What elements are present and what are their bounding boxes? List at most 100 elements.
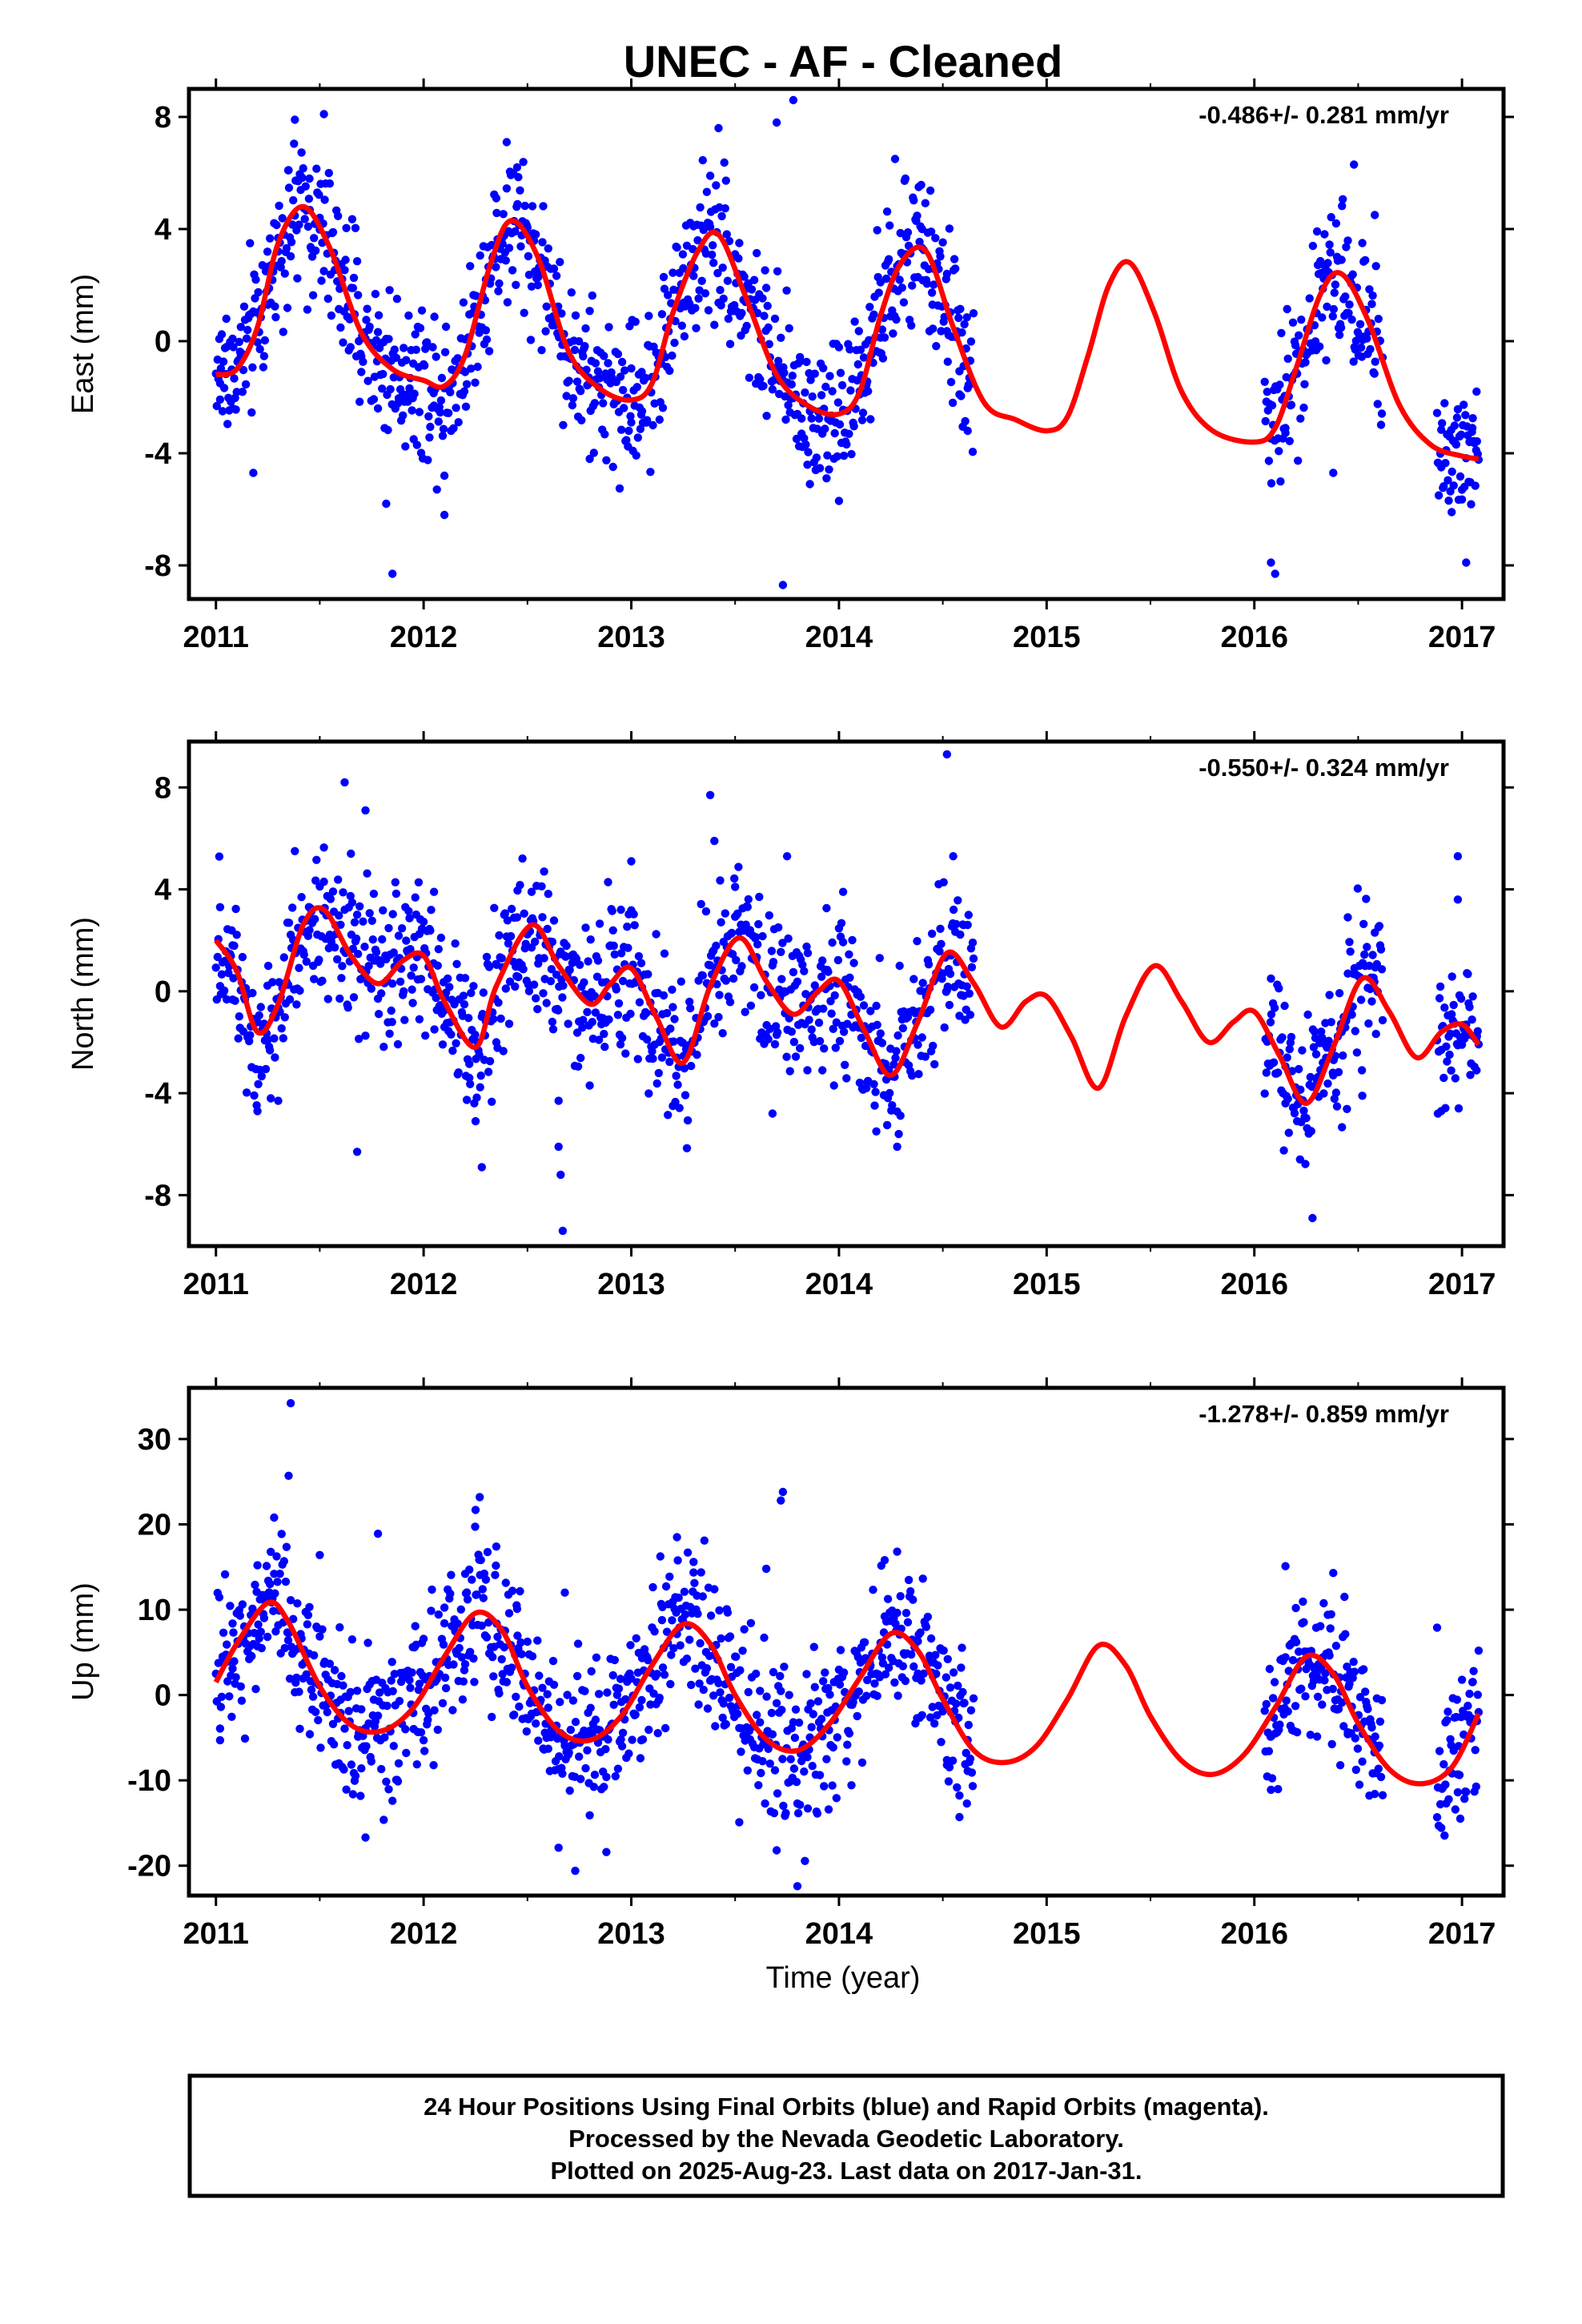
east-data-point	[643, 416, 652, 424]
east-data-point	[324, 168, 333, 178]
up-data-point	[1327, 1739, 1336, 1749]
up-data-point	[938, 1707, 947, 1716]
east-data-point	[691, 304, 700, 312]
north-data-point	[1473, 1027, 1483, 1035]
north-data-point	[848, 935, 857, 945]
up-data-point	[901, 1676, 910, 1686]
east-data-point	[833, 452, 842, 461]
north-xtick-label: 2014	[805, 1268, 873, 1301]
east-data-point	[1452, 440, 1461, 449]
up-data-point	[621, 1695, 630, 1704]
east-data-point	[1299, 403, 1308, 412]
east-data-point	[1350, 160, 1359, 169]
east-data-point	[641, 373, 650, 383]
up-data-point	[878, 1659, 888, 1668]
up-data-point	[533, 1636, 542, 1645]
up-data-point	[1291, 1603, 1300, 1613]
up-data-point	[776, 1671, 785, 1681]
east-data-point	[678, 250, 688, 259]
up-data-point	[589, 1783, 598, 1791]
north-data-point	[312, 855, 321, 865]
north-data-point	[268, 978, 277, 987]
north-data-point	[626, 1009, 635, 1019]
east-data-point	[1345, 300, 1354, 309]
north-data-point	[1323, 1079, 1332, 1088]
north-data-point	[934, 880, 943, 889]
north-data-point	[710, 836, 719, 846]
up-data-point	[563, 1691, 572, 1699]
east-data-point	[955, 390, 964, 399]
up-data-point	[667, 1651, 676, 1659]
east-data-point	[570, 345, 580, 355]
north-xtick-label: 2013	[597, 1268, 665, 1301]
east-data-point	[1283, 354, 1292, 364]
up-data-point	[943, 1655, 953, 1663]
north-data-point	[741, 1007, 749, 1016]
north-data-point	[1367, 997, 1376, 1006]
north-data-point	[376, 959, 385, 968]
east-data-point	[698, 155, 707, 165]
north-data-point	[849, 959, 858, 967]
north-data-point	[755, 892, 764, 902]
east-data-point	[453, 354, 462, 363]
east-data-point	[325, 179, 335, 188]
east-data-point	[876, 278, 885, 287]
north-data-point	[782, 852, 792, 861]
north-data-point	[885, 1088, 894, 1098]
north-data-point	[232, 931, 241, 939]
east-data-point	[620, 404, 628, 412]
east-data-point	[758, 294, 767, 303]
north-data-point	[1327, 1018, 1335, 1027]
north-data-point	[758, 931, 767, 941]
north-data-point	[803, 948, 813, 958]
up-data-point	[781, 1808, 790, 1818]
north-data-point	[686, 1003, 695, 1013]
up-data-point	[773, 1789, 782, 1798]
up-data-point	[700, 1536, 709, 1545]
north-data-point	[866, 1007, 875, 1015]
east-data-point	[897, 283, 907, 292]
up-data-point	[706, 1611, 716, 1620]
up-data-point	[328, 1719, 338, 1728]
up-data-point	[347, 1635, 357, 1644]
north-data-point	[841, 1060, 849, 1070]
east-data-point	[931, 234, 940, 243]
east-data-point	[1275, 447, 1283, 456]
east-data-point	[460, 387, 469, 396]
up-data-point	[277, 1530, 286, 1538]
north-data-point	[718, 1029, 727, 1038]
up-data-point	[228, 1619, 237, 1628]
east-ytick-label: 8	[155, 101, 171, 135]
north-data-point	[652, 1079, 661, 1088]
east-data-point	[937, 327, 946, 336]
east-data-point	[1468, 414, 1477, 423]
east-data-point	[968, 448, 978, 456]
up-data-point	[1358, 1757, 1367, 1766]
up-data-point	[808, 1762, 817, 1771]
east-data-point	[436, 396, 446, 405]
up-data-point	[944, 1777, 954, 1786]
north-data-point	[764, 1035, 773, 1043]
up-data-point	[682, 1655, 692, 1663]
up-data-point	[860, 1638, 869, 1647]
up-data-point	[614, 1684, 624, 1693]
up-data-point	[543, 1690, 552, 1699]
north-data-point	[1447, 1010, 1456, 1019]
north-data-point	[754, 919, 763, 929]
east-data-point	[724, 314, 733, 324]
up-data-point	[226, 1602, 235, 1610]
north-data-point	[712, 941, 721, 951]
north-data-point	[1295, 1064, 1303, 1074]
up-data-point	[602, 1772, 611, 1782]
up-data-point	[669, 1644, 678, 1653]
up-data-point	[522, 1727, 531, 1736]
north-data-point	[675, 1104, 684, 1112]
east-data-point	[279, 328, 287, 336]
east-data-point	[740, 272, 749, 281]
east-data-point	[1348, 270, 1357, 279]
east-data-point	[1376, 420, 1386, 429]
east-data-point	[432, 352, 440, 361]
north-data-point	[447, 1030, 456, 1039]
east-data-point	[1377, 409, 1387, 418]
east-data-point	[308, 291, 318, 300]
